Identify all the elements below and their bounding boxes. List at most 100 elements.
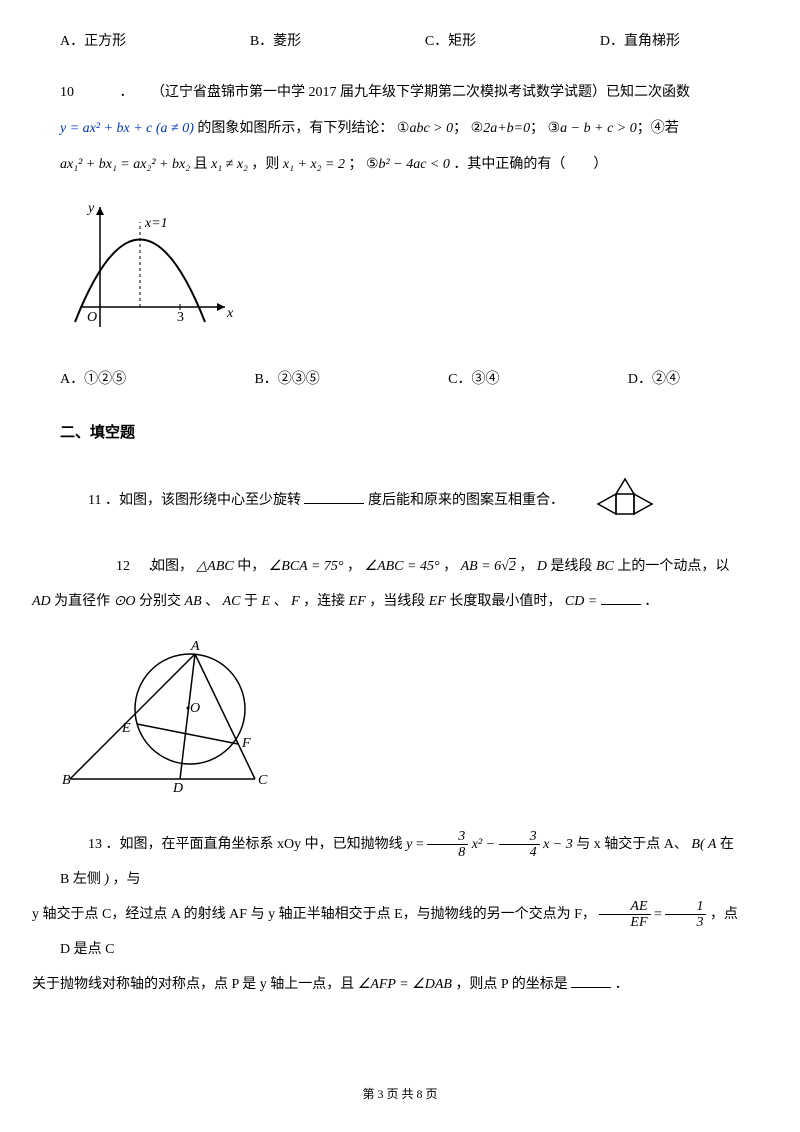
- q12-abca: ∠ABC = 45°: [365, 559, 440, 574]
- q13-t2: 与 x 轴交于点 A、: [576, 837, 688, 852]
- q12-bca: ∠BCA = 75°: [269, 559, 344, 574]
- q11-blank: [304, 490, 364, 504]
- q12-dang: ，当线段: [369, 594, 429, 609]
- q12-o: ⊙O: [114, 594, 136, 609]
- option-b: B．菱形: [250, 30, 301, 50]
- q10-source: （辽宁省盘锦市第一中学 2017 届九年级下学期第二次模拟考试数学试题）已知二次…: [151, 85, 690, 100]
- q12-cd: CD =: [565, 594, 601, 609]
- q12-tp2: 、: [274, 594, 288, 609]
- q12-figure: A B C D E F O: [60, 634, 740, 807]
- q10-f3: a − b + c > 0: [560, 121, 637, 136]
- q13-t5: 关于抛物线对称轴的对称点，点 P 是 y 轴上一点，且: [32, 977, 358, 992]
- q10-end: ．其中正确的有（ ）: [453, 157, 607, 172]
- q10-c5: ⑤: [366, 155, 379, 171]
- q12-lo: O: [190, 701, 200, 716]
- q12-le: E: [121, 721, 131, 736]
- option-d: D．直角梯形: [600, 30, 680, 50]
- q12-tp: 、: [205, 594, 219, 609]
- q13-y: y: [406, 837, 412, 852]
- y-axis-label: y: [86, 201, 95, 216]
- q13-text: 13 ．如图，在平面直角坐标系 xOy 中，已知抛物线 y = 3 8 x² −…: [60, 827, 740, 1002]
- q13-afp: ∠AFP = ∠DAB: [358, 977, 452, 992]
- q10-f5: b² − 4ac < 0: [379, 157, 450, 172]
- x1-label: x=1: [144, 216, 168, 231]
- q11-t1: ．如图，该图形绕中心至少旋转: [105, 493, 301, 508]
- q12-lb: B: [62, 773, 71, 788]
- section-2-title: 二、填空题: [60, 421, 740, 442]
- q12-t1: 如图，: [151, 559, 193, 574]
- q12-f: F: [291, 594, 300, 609]
- q12-c3: ，: [519, 559, 533, 574]
- option-a: A．正方形: [60, 30, 126, 50]
- q13-t1: ．如图，在平面直角坐标系 xOy 中，已知抛物线: [106, 837, 407, 852]
- q10-c2: ②: [471, 119, 484, 135]
- q12-lian: ，连接: [303, 594, 349, 609]
- q13-ba: B( A: [691, 837, 716, 852]
- tick-3: 3: [177, 310, 184, 325]
- q12-ac: AC: [223, 594, 241, 609]
- q10-s3: ；④若: [637, 121, 679, 136]
- q13-num: 13: [88, 837, 102, 852]
- q11-num: 11: [88, 493, 101, 508]
- q12-bc: BC: [596, 559, 614, 574]
- q12-blank: [601, 591, 641, 605]
- q10-s1: ；: [453, 121, 467, 136]
- q12-d: D: [537, 559, 547, 574]
- q12-min: 长度取最小值时，: [449, 594, 561, 609]
- q12-zhong: 中，: [237, 559, 265, 574]
- option-c: C．矩形: [425, 30, 476, 50]
- q13-xm3: x − 3: [543, 837, 573, 852]
- q12-to: 分别交: [139, 594, 185, 609]
- q12-ab: AB = 6√2: [461, 559, 516, 574]
- q10-opt-a: A．①②⑤: [60, 365, 126, 396]
- q12-c2: ，: [443, 559, 457, 574]
- q10-and: 且: [194, 157, 212, 172]
- q10-options: A．①②⑤ B．②③⑤ C．③④ D．②④: [60, 365, 740, 396]
- q12-tad: 为直径作: [54, 594, 114, 609]
- q13-t7: ．: [615, 977, 629, 992]
- q10-opt-c: C．③④: [448, 365, 499, 396]
- question-12: 12 ． 如图， △ABC 中， ∠BCA = 75° ， ∠ABC = 45°…: [60, 549, 740, 807]
- q10-f4a: ax₁² + bx₁ = ax₂² + bx₂: [60, 157, 190, 172]
- q11-figure: [567, 472, 655, 530]
- q10-opt-b: B．②③⑤: [254, 365, 319, 396]
- q13-eq1: =: [416, 837, 427, 852]
- q13-frac4: 1 3: [665, 899, 706, 931]
- q12-lf: F: [241, 736, 251, 751]
- q13-t6: ，则点 P 的坐标是: [455, 977, 567, 992]
- q13-blank: [571, 974, 611, 988]
- q10-f2: 2a+b=0: [483, 121, 530, 136]
- q10-formula-main: y = ax² + bx + c (a ≠ 0): [60, 121, 194, 136]
- q13-side2: ，与: [113, 872, 141, 887]
- q12-td: 是线段: [550, 559, 596, 574]
- q10-s4: ；: [348, 157, 362, 172]
- q10-sep: ．: [106, 75, 148, 110]
- q10-c3: ③: [548, 119, 561, 135]
- q12-ld: D: [172, 781, 183, 794]
- q12-num: 12: [88, 549, 116, 584]
- q12-lc: C: [258, 773, 268, 788]
- q10-t2: 的图象如图所示，有下列结论：: [197, 121, 393, 136]
- q12-ef: EF: [349, 594, 366, 609]
- q13-frac3: AE EF: [599, 899, 650, 931]
- q13-eq2: =: [654, 907, 665, 922]
- q12-td2: 上的一个动点，以: [617, 559, 729, 574]
- q12-c1: ，: [347, 559, 361, 574]
- q13-frac2: 3 4: [499, 829, 540, 861]
- question-11: 11 ．如图，该图形绕中心至少旋转 度后能和原来的图案互相重合．: [60, 472, 740, 530]
- q13-x2: x² −: [472, 837, 499, 852]
- q12-abc: △ABC: [197, 559, 234, 574]
- q-prev-options: A．正方形 B．菱形 C．矩形 D．直角梯形: [60, 30, 740, 50]
- q10-f1: abc > 0: [409, 121, 453, 136]
- q13-cp: ): [104, 872, 109, 887]
- q12-text: 12 ． 如图， △ABC 中， ∠BCA = 75° ， ∠ABC = 45°…: [60, 549, 740, 619]
- q12-e: E: [262, 594, 271, 609]
- q10-graph: O x y x=1 3: [60, 197, 740, 350]
- x-axis-label: x: [226, 306, 234, 321]
- q10-num: 10: [60, 75, 102, 110]
- question-10: 10 ． （辽宁省盘锦市第一中学 2017 届九年级下学期第二次模拟考试数学试题…: [60, 75, 740, 396]
- q11-t2: 度后能和原来的图案互相重合．: [368, 493, 564, 508]
- question-13: 13 ．如图，在平面直角坐标系 xOy 中，已知抛物线 y = 3 8 x² −…: [60, 827, 740, 1002]
- q10-opt-d: D．②④: [628, 365, 680, 396]
- q13-t3: y 轴交于点 C，经过点 A 的射线 AF 与 y 轴正半轴相交于点 E，与抛物…: [32, 907, 596, 922]
